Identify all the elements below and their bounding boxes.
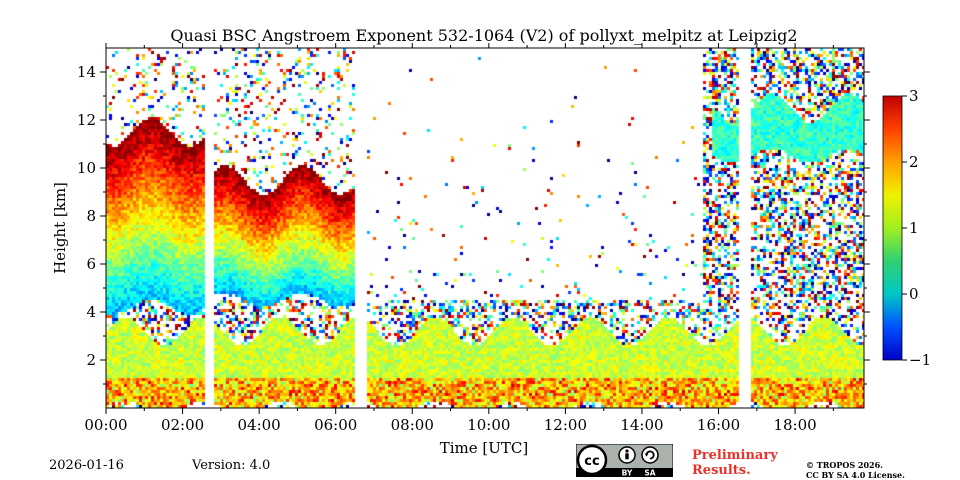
x-tick-label: 10:00 [467, 416, 510, 434]
heatmap-layer [106, 48, 864, 408]
y-axis-label: Height [km] [51, 182, 69, 274]
preliminary-line-1: Preliminary [692, 448, 778, 463]
copyright-line-2: CC BY SA 4.0 License. [806, 470, 905, 480]
x-axis-label: Time [UTC] [440, 439, 529, 457]
y-tick-label: 10 [77, 159, 96, 177]
x-tick-label: 14:00 [620, 416, 663, 434]
plot-frame [105, 47, 865, 409]
chart-title: Quasi BSC Angstroem Exponent 532-1064 (V… [170, 26, 797, 45]
attribution-icon [618, 446, 636, 464]
x-tick-label: 06:00 [314, 416, 357, 434]
colorbar-ticks: −1 0 1 2 3 [902, 87, 931, 369]
y-axis: 2 4 6 8 10 12 14 [77, 63, 870, 385]
svg-text:cc: cc [584, 454, 599, 469]
colorbar-tick-label: 3 [909, 87, 919, 105]
copyright-line-1: © TROPOS 2026. [806, 460, 883, 470]
preliminary-notice: Preliminary Results. [692, 448, 778, 478]
y-tick-label: 2 [86, 351, 96, 369]
y-tick-label: 4 [86, 303, 96, 321]
y-tick-label: 14 [77, 63, 96, 81]
colorbar-tick-label: 2 [909, 153, 919, 171]
preliminary-line-2: Results. [692, 463, 751, 478]
x-tick-label: 00:00 [84, 416, 127, 434]
x-tick-label: 02:00 [161, 416, 204, 434]
license-by-label: BY [622, 469, 633, 478]
heatmap-image [106, 48, 864, 408]
cc-logo-icon: cc [576, 444, 608, 476]
x-tick-label: 04:00 [238, 416, 281, 434]
x-tick-label: 12:00 [544, 416, 587, 434]
date-label: 2026-01-16 [49, 458, 124, 473]
license-sa-label: SA [644, 469, 655, 478]
colorbar [882, 95, 903, 361]
share-alike-icon [641, 446, 659, 464]
colorbar-tick-label: −1 [909, 351, 931, 369]
y-tick-label: 6 [86, 255, 96, 273]
y-tick-label: 8 [86, 207, 96, 225]
colorbar-tick-label: 0 [909, 285, 919, 303]
x-axis: 00:00 02:00 04:00 06:00 08:00 10:00 12:00 14:00… [84, 43, 834, 434]
x-tick-label: 18:00 [773, 416, 816, 434]
y-tick-label: 12 [77, 111, 96, 129]
colorbar-tick-label: 1 [909, 219, 919, 237]
cc-license-badge[interactable]: cc BY SA [576, 444, 673, 477]
x-tick-label: 08:00 [391, 416, 434, 434]
copyright-notice: © TROPOS 2026. CC BY SA 4.0 License. [806, 460, 905, 480]
version-label: Version: 4.0 [192, 458, 271, 473]
x-tick-label: 16:00 [697, 416, 740, 434]
